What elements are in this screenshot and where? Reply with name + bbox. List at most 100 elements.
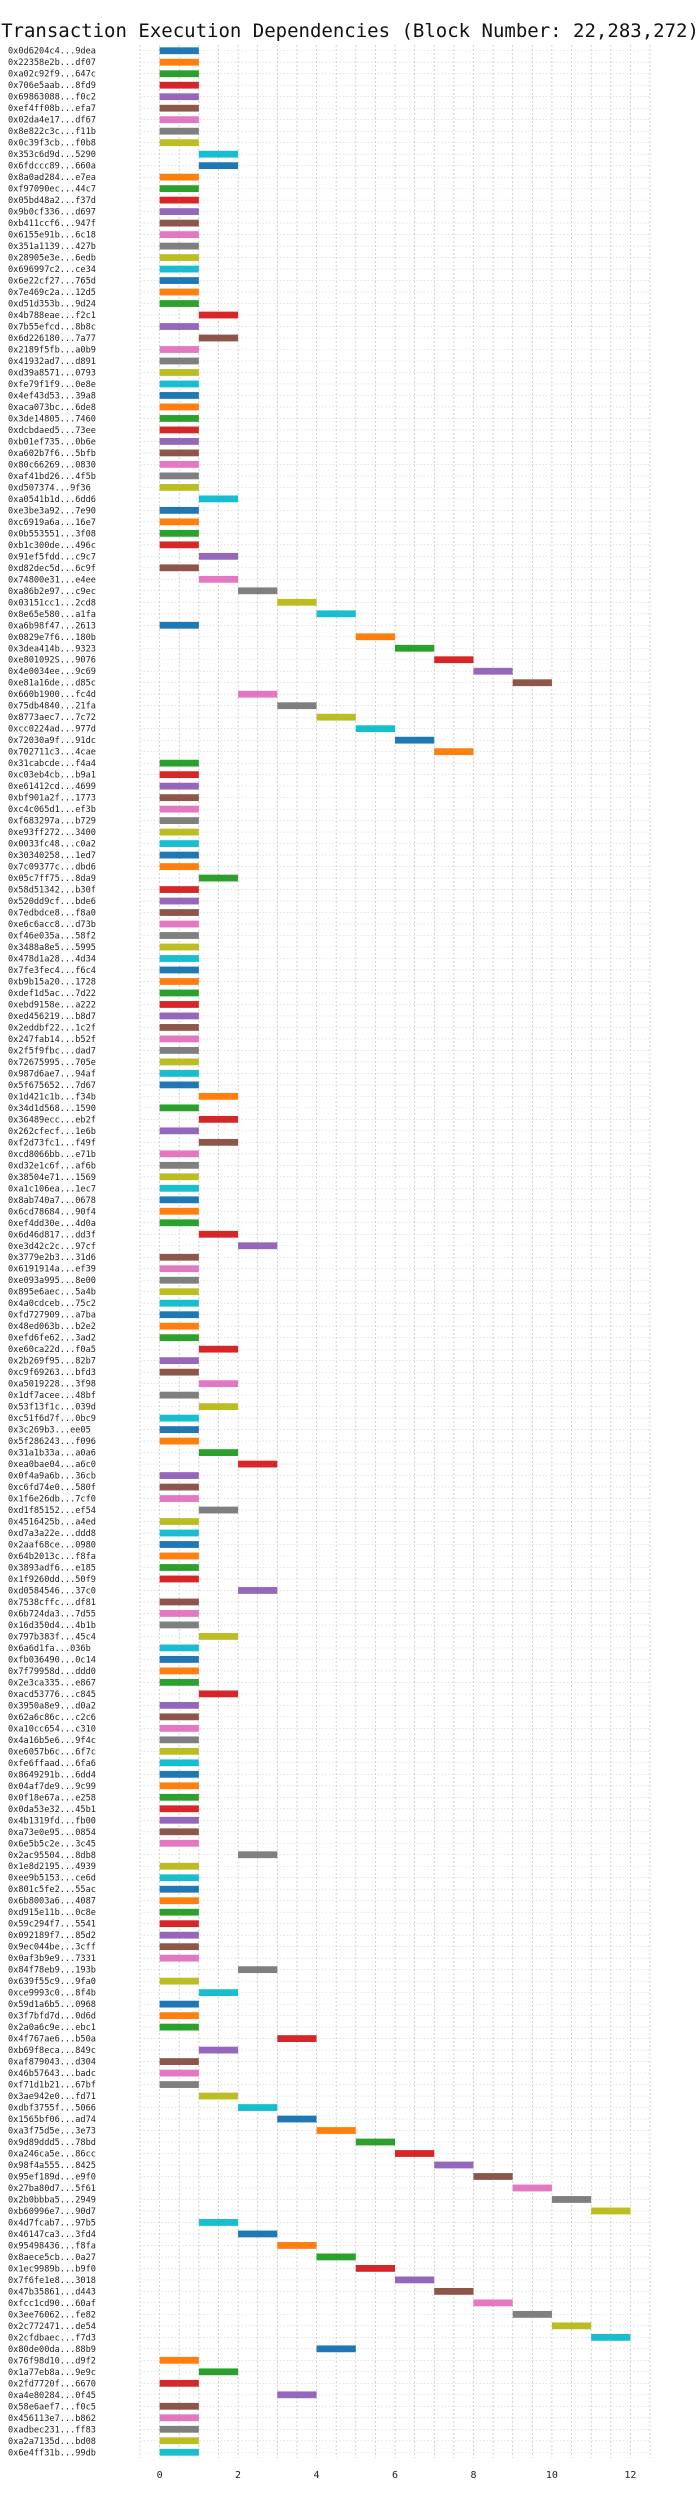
execution-bar	[159, 1483, 199, 1491]
execution-bar	[198, 1138, 239, 1146]
y-tick-label: 0xa2a7135d...bd08	[8, 2437, 96, 2447]
y-tick-label: 0x6e22cf27...765d	[8, 277, 96, 287]
execution-bar	[159, 909, 199, 916]
execution-bar	[159, 932, 199, 939]
y-tick-label: 0x95ef189d...e9f0	[8, 2172, 96, 2182]
y-tick-label: 0xdcbdaed5...73ee	[8, 426, 96, 436]
y-tick-label: 0x6e5b5c2e...3c45	[8, 1839, 96, 1849]
execution-bar	[159, 1161, 199, 1169]
y-tick-label: 0xd82dec5d...6c9f	[8, 564, 96, 574]
execution-bar	[159, 1610, 199, 1617]
y-tick-label: 0x2cfdbaec...f7d3	[8, 2333, 96, 2343]
execution-bar	[159, 2414, 199, 2422]
y-tick-label: 0xfcc1cd90...60af	[8, 2299, 96, 2309]
execution-bar	[159, 254, 199, 261]
y-tick-label: 0x62a6c86c...c2c6	[8, 1713, 96, 1723]
y-tick-label: 0x895e6aec...5a4b	[8, 1288, 96, 1298]
execution-bar	[198, 1092, 239, 1100]
y-tick-label: 0x38504e71...1569	[8, 1173, 96, 1183]
execution-bar	[355, 2265, 395, 2272]
execution-bar	[159, 288, 199, 296]
y-tick-label: 0x1f6e26db...7cf0	[8, 1495, 96, 1505]
execution-bar	[159, 1414, 199, 1422]
y-tick-label: 0xa10cc654...c310	[8, 1724, 96, 1734]
y-tick-label: 0x16d350d4...4b1b	[8, 1621, 96, 1631]
y-tick-label: 0x4a0cdceb...75c2	[8, 1299, 96, 1309]
execution-bar	[434, 656, 474, 664]
y-tick-label: 0x5f675652...7d67	[8, 1081, 96, 1091]
y-tick-label: 0x8ab740a7...0678	[8, 1196, 96, 1206]
execution-bar	[316, 713, 356, 721]
y-tick-label: 0xe3be3a92...7e90	[8, 506, 96, 516]
execution-bar	[159, 438, 199, 445]
execution-bar	[198, 1690, 239, 1698]
y-tick-label: 0x80de00da...88b9	[8, 2345, 96, 2355]
chart-title: Transaction Execution Dependencies (Bloc…	[1, 20, 699, 42]
execution-bar	[159, 357, 199, 365]
execution-bar	[198, 2368, 239, 2376]
y-tick-label: 0xef4dd30e...4d0a	[8, 1219, 96, 1229]
y-tick-label: 0xd1f85152...ef54	[8, 1506, 96, 1516]
execution-bar	[159, 1874, 199, 1882]
y-tick-label: 0x702711c3...4cae	[8, 748, 96, 758]
execution-bar	[238, 1460, 278, 1468]
y-tick-label: 0x6e4ff31b...99db	[8, 2448, 96, 2458]
y-tick-label: 0xf683297a...b729	[8, 817, 96, 827]
y-tick-label: 0x8e822c3c...f11b	[8, 127, 96, 137]
execution-bar	[159, 265, 199, 273]
execution-bar	[159, 1724, 199, 1732]
y-tick-label: 0x660b1900...fc4d	[8, 690, 96, 700]
y-tick-label: 0x0af3b9e9...7331	[8, 1954, 96, 1964]
execution-bar	[159, 978, 199, 985]
execution-bar	[277, 598, 317, 606]
y-tick-label: 0xe6057b6c...6f7c	[8, 1747, 96, 1757]
execution-bar	[159, 1747, 199, 1755]
y-tick-label: 0xa0541b1d...6dd6	[8, 495, 96, 505]
y-tick-label: 0x2e3ca335...e867	[8, 1678, 96, 1688]
y-tick-label: 0xaf41bd26...4f5b	[8, 472, 96, 482]
execution-bar	[238, 1242, 278, 1250]
execution-bar	[159, 1288, 199, 1296]
execution-bar	[159, 805, 199, 813]
execution-bar	[316, 610, 356, 618]
execution-bar	[238, 1587, 278, 1594]
execution-bar	[159, 1058, 199, 1066]
y-tick-label: 0xa246ca5e...86cc	[8, 2150, 96, 2160]
execution-bar	[159, 2402, 199, 2410]
y-tick-label: 0x7edbdce8...f8a0	[8, 909, 96, 919]
x-tick-label: 2	[235, 2470, 241, 2481]
y-tick-label: 0x6b8003a6...4087	[8, 1897, 96, 1907]
y-tick-label: 0x6155e91b...6c18	[8, 231, 96, 241]
y-tick-label: 0x7fe3fec4...f6c4	[8, 966, 96, 976]
execution-bar	[473, 2299, 513, 2307]
execution-bar	[159, 966, 199, 974]
execution-bar	[159, 2000, 199, 2008]
execution-bar	[395, 736, 435, 744]
execution-bar	[198, 1345, 239, 1353]
y-tick-label: 0xfd727909...a7ba	[8, 1311, 96, 1321]
y-tick-label: 0x3893adf6...e185	[8, 1563, 96, 1573]
bars	[159, 47, 631, 2456]
execution-bar	[198, 162, 239, 170]
y-tick-label: 0xed456219...b8d7	[8, 1012, 96, 1022]
execution-bar	[159, 1678, 199, 1686]
y-tick-label: 0xd0584546...37c0	[8, 1586, 96, 1596]
execution-bar	[198, 575, 239, 583]
y-tick-label: 0xe093a995...8e00	[8, 1276, 96, 1286]
execution-bar	[159, 1495, 199, 1502]
execution-bar	[434, 748, 474, 756]
y-tick-label: 0xea0bae04...a6c0	[8, 1460, 96, 1470]
y-tick-label: 0xa4e80284...0f45	[8, 2391, 96, 2401]
y-tick-label: 0x4d7fcab7...97b5	[8, 2218, 96, 2228]
y-tick-label: 0xebd9158e...a222	[8, 1000, 96, 1010]
execution-bar	[159, 1839, 199, 1847]
execution-bar	[355, 725, 395, 733]
y-tick-label: 0x4ef43d53...39a8	[8, 391, 96, 401]
execution-bar	[159, 1897, 199, 1905]
execution-bar	[159, 231, 199, 238]
y-tick-label: 0xe801092S...9076	[8, 656, 96, 666]
y-tick-label: 0x1df7acee...48bf	[8, 1391, 96, 1401]
execution-bar	[159, 794, 199, 802]
y-tick-label: 0x6191914a...ef39	[8, 1265, 96, 1275]
y-tick-label: 0x3f7bfd7d...0d6d	[8, 2012, 96, 2022]
